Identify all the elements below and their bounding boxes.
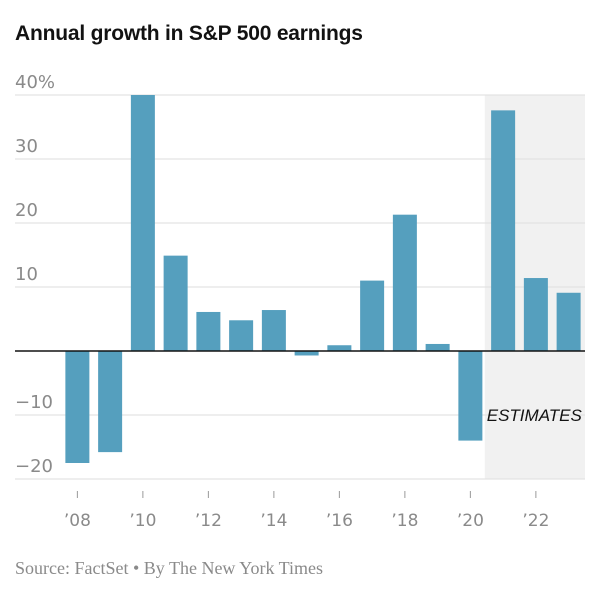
y-tick-label: −20 bbox=[15, 456, 53, 477]
y-tick-label: 20 bbox=[15, 200, 38, 221]
x-tick-label: ’14 bbox=[260, 511, 287, 531]
chart-title: Annual growth in S&P 500 earnings bbox=[15, 22, 363, 45]
y-tick-label: −10 bbox=[15, 392, 53, 413]
bar-2010 bbox=[130, 95, 155, 351]
x-tick-label: ’22 bbox=[522, 511, 549, 531]
source-credit: Source: FactSet • By The New York Times bbox=[15, 558, 323, 578]
x-tick-label: ’12 bbox=[195, 511, 222, 531]
bar-2023 bbox=[556, 292, 581, 351]
x-tick-label: ’18 bbox=[391, 511, 418, 531]
bar-2018 bbox=[392, 214, 417, 351]
x-tick-label: ’20 bbox=[457, 511, 484, 531]
bar-2021 bbox=[491, 110, 516, 351]
y-tick-label: 30 bbox=[15, 136, 38, 157]
bar-2019 bbox=[425, 343, 450, 351]
x-tick-label: ’08 bbox=[64, 511, 91, 531]
bar-2020 bbox=[458, 351, 483, 441]
bar-2015 bbox=[294, 351, 319, 356]
estimates-label: ESTIMATES bbox=[487, 406, 583, 425]
x-tick-label: ’16 bbox=[326, 511, 353, 531]
x-tick-label: ’10 bbox=[129, 511, 156, 531]
bar-2022 bbox=[523, 278, 548, 351]
bar-2017 bbox=[360, 280, 385, 351]
bar-2011 bbox=[163, 255, 188, 351]
bar-2008 bbox=[65, 351, 90, 463]
y-tick-label: 10 bbox=[15, 264, 38, 285]
bar-2012 bbox=[196, 311, 221, 351]
bar-2014 bbox=[261, 310, 286, 351]
bar-2016 bbox=[327, 345, 352, 351]
y-tick-label: 40% bbox=[15, 72, 55, 93]
bar-2009 bbox=[98, 351, 123, 453]
bar-2013 bbox=[229, 320, 254, 351]
